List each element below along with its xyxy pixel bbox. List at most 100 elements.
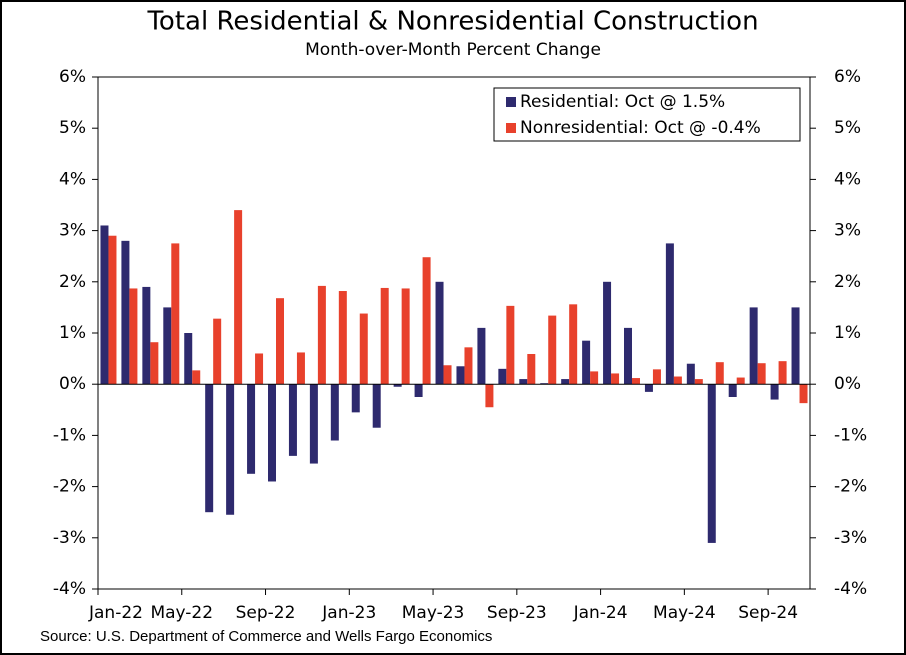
y-tick-label: 1%	[59, 323, 86, 343]
y-tick-label: 4%	[59, 169, 86, 189]
x-tick-label: Sep-23	[487, 603, 547, 623]
source-note: Source: U.S. Department of Commerce and …	[40, 628, 492, 645]
bar	[401, 288, 410, 385]
bar	[309, 384, 318, 464]
bar	[163, 307, 172, 385]
bar	[778, 361, 787, 385]
bar	[548, 315, 557, 385]
bar	[498, 368, 507, 385]
bar	[414, 384, 423, 397]
bar	[652, 369, 661, 385]
bar	[624, 327, 632, 385]
chart-title: Total Residential & Nonresidential Const…	[146, 7, 758, 37]
bar	[129, 288, 138, 385]
bar	[603, 281, 612, 385]
bar	[296, 352, 305, 385]
y2-tick-label: -1%	[834, 425, 867, 445]
y2-tick-label: 2%	[834, 272, 861, 292]
bar	[477, 327, 486, 385]
bar	[150, 342, 159, 385]
bar	[757, 363, 766, 385]
bar	[351, 384, 360, 413]
x-tick-label: Sep-22	[236, 603, 296, 623]
bar	[665, 243, 674, 385]
bar	[485, 384, 494, 408]
bar	[435, 281, 444, 385]
y-tick-label: -3%	[53, 528, 86, 548]
y2-tick-label: 5%	[834, 118, 861, 138]
y-tick-label: 3%	[59, 221, 86, 241]
y2-tick-label: 1%	[834, 323, 861, 343]
legend-swatch	[506, 97, 516, 107]
bar	[213, 318, 222, 385]
legend-label: Residential: Oct @ 1.5%	[520, 92, 725, 112]
bar	[192, 370, 201, 385]
y-tick-label: -2%	[53, 477, 86, 497]
bar	[611, 373, 620, 385]
bar	[686, 363, 695, 385]
bar	[234, 210, 243, 385]
legend-label: Nonresidential: Oct @ -0.4%	[520, 118, 761, 138]
x-tick-label: Jan-24	[573, 603, 628, 623]
bar	[422, 257, 431, 385]
bar	[590, 371, 599, 385]
bar	[268, 384, 276, 482]
bar	[393, 384, 402, 387]
bar	[728, 384, 737, 397]
y2-tick-label: 6%	[834, 67, 861, 87]
bar	[715, 362, 724, 385]
y2-tick-label: 4%	[834, 169, 861, 189]
y2-tick-label: -3%	[834, 528, 867, 548]
bar	[205, 384, 214, 513]
bar	[644, 384, 653, 392]
bar	[359, 313, 368, 385]
bar	[372, 384, 381, 428]
bar	[707, 384, 716, 543]
y-tick-label: 0%	[59, 374, 86, 394]
bar	[171, 243, 180, 385]
y2-tick-label: -4%	[834, 579, 867, 599]
y2-tick-label: 0%	[834, 374, 861, 394]
bar	[121, 240, 130, 385]
bar	[736, 377, 745, 385]
x-tick-label: Sep-24	[738, 603, 798, 623]
x-tick-label: May-23	[402, 603, 465, 623]
bar	[527, 353, 536, 385]
x-tick-label: Jan-23	[321, 603, 376, 623]
bar	[184, 333, 193, 385]
x-tick-label: Jan-22	[88, 603, 143, 623]
bar	[540, 383, 549, 385]
bar	[288, 384, 297, 456]
bar	[456, 366, 465, 385]
bar	[561, 379, 570, 385]
bar	[506, 305, 515, 385]
bar	[108, 235, 117, 385]
bar	[100, 225, 109, 385]
bar	[464, 347, 473, 385]
bar	[142, 286, 151, 385]
bar	[255, 353, 264, 385]
bar	[632, 378, 640, 385]
bar	[770, 384, 779, 400]
y-tick-label: -1%	[53, 425, 86, 445]
bar	[582, 340, 591, 385]
chart-subtitle: Month-over-Month Percent Change	[305, 40, 601, 60]
bar	[694, 379, 703, 385]
bar	[749, 307, 758, 385]
bar	[276, 298, 284, 385]
legend-swatch	[506, 123, 516, 133]
bar	[569, 304, 578, 385]
bar	[226, 384, 235, 515]
y-tick-label: 6%	[59, 67, 86, 87]
bar	[673, 376, 682, 385]
y-tick-label: 2%	[59, 272, 86, 292]
legend-box	[493, 87, 801, 142]
x-tick-label: May-24	[653, 603, 716, 623]
y-tick-label: 5%	[59, 118, 86, 138]
bar	[519, 379, 528, 385]
bar	[799, 384, 808, 404]
bar	[443, 365, 452, 385]
x-tick-label: May-22	[150, 603, 213, 623]
y2-tick-label: 3%	[834, 221, 861, 241]
